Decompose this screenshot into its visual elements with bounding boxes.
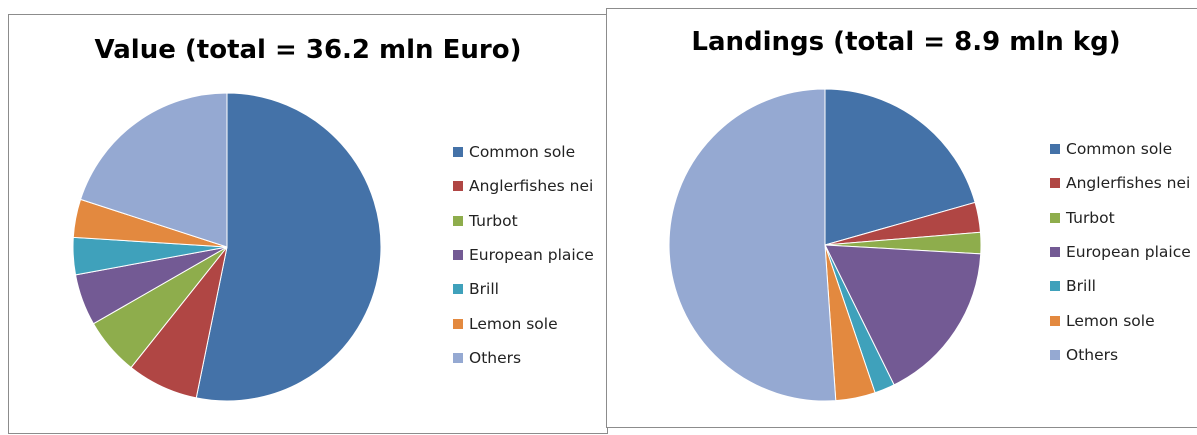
legend-swatch [1050,247,1060,258]
legend-swatch [453,250,463,261]
landings-legend-item-anglerfishes-nei: Anglerfishes nei [1050,166,1191,200]
value-chart-panel: Value (total = 36.2 mln Euro) Common sol… [8,14,608,434]
legend-label: Others [1066,345,1119,364]
legend-swatch [453,318,463,329]
landings-slice-others [668,88,837,402]
legend-swatch [1050,281,1060,292]
legend-label: European plaice [1066,243,1191,262]
landings-chart-panel: Landings (total = 8.9 mln kg) Common sol… [606,8,1197,428]
value-legend-item-anglerfishes-nei: Anglerfishes nei [453,169,594,203]
landings-legend-item-turbot: Turbot [1050,201,1191,235]
landings-legend-item-others: Others [1050,338,1191,372]
legend-swatch [453,181,463,192]
legend-label: Turbot [469,211,518,230]
legend-swatch [453,352,463,363]
landings-legend-item-lemon-sole: Lemon sole [1050,303,1191,337]
legend-label: Brill [1066,277,1096,296]
landings-chart-title: Landings (total = 8.9 mln kg) [691,27,1121,57]
landings-legend: Common sole Anglerfishes nei Turbot Europea… [1050,132,1191,372]
value-legend-item-brill: Brill [453,272,594,306]
landings-legend-item-common-sole: Common sole [1050,132,1191,166]
legend-label: Anglerfishes nei [1066,174,1191,193]
landings-pie-chart [668,88,982,402]
legend-swatch [453,215,463,226]
landings-slice-common-sole [824,88,976,246]
value-legend: Common sole Anglerfishes nei Turbot Europea… [453,135,594,375]
legend-label: Lemon sole [469,314,558,333]
legend-label: Turbot [1066,208,1115,227]
value-legend-item-lemon-sole: Lemon sole [453,306,594,340]
value-slice-common-sole [195,92,382,402]
value-slice-others [79,92,228,248]
landings-legend-item-brill: Brill [1050,269,1191,303]
legend-label: Lemon sole [1066,311,1155,330]
legend-label: European plaice [469,246,594,265]
legend-swatch [1050,315,1060,326]
value-pie-chart [72,92,382,402]
value-legend-item-european-plaice: European plaice [453,238,594,272]
value-legend-item-turbot: Turbot [453,204,594,238]
legend-swatch [1050,144,1060,155]
legend-label: Common sole [1066,140,1173,159]
value-legend-item-common-sole: Common sole [453,135,594,169]
landings-legend-item-european-plaice: European plaice [1050,235,1191,269]
legend-label: Others [469,348,522,367]
legend-label: Anglerfishes nei [469,177,594,196]
legend-label: Brill [469,280,499,299]
legend-swatch [453,284,463,295]
legend-label: Common sole [469,143,576,162]
value-legend-item-others: Others [453,341,594,375]
legend-swatch [453,147,463,158]
legend-swatch [1050,212,1060,223]
value-chart-title: Value (total = 36.2 mln Euro) [94,35,522,65]
legend-swatch [1050,178,1060,189]
legend-swatch [1050,349,1060,360]
landings-slice-european-plaice [824,244,982,386]
